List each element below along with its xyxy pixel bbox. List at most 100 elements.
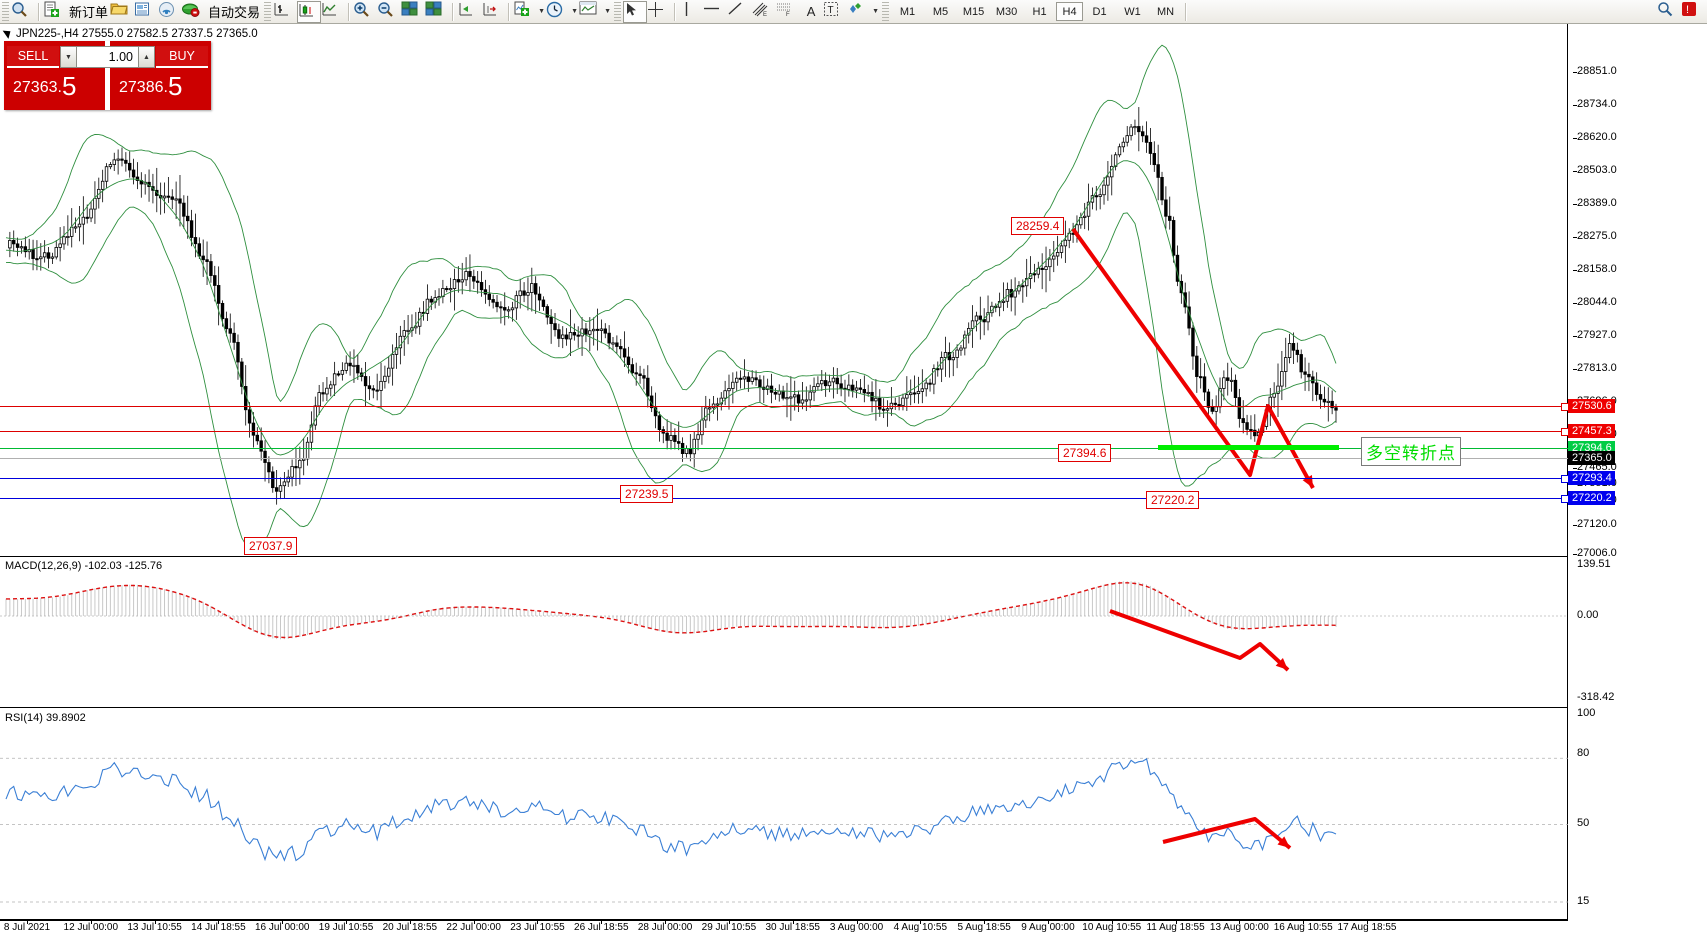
text-box-icon[interactable]: T	[823, 1, 847, 23]
period-clock-icon[interactable]	[546, 1, 570, 23]
time-tick: 26 Jul 18:55	[574, 922, 629, 933]
timeframe-group: M1 M5 M15 M30 H1 H4 D1 W1 MN	[891, 2, 1182, 21]
price-tick: 28158.0	[1573, 263, 1617, 275]
line-chart-icon[interactable]	[321, 1, 345, 23]
time-tick-mark	[1303, 920, 1305, 924]
buy-price-big: 5	[167, 71, 183, 101]
buy-price-sep: .	[163, 79, 168, 96]
toolbar-grip[interactable]	[2, 1, 9, 22]
price-level-label[interactable]: 27220.2	[1568, 491, 1615, 505]
tile-windows-2-icon[interactable]	[425, 1, 449, 23]
plot-border	[0, 24, 1568, 942]
timeframe-mn[interactable]: MN	[1156, 5, 1175, 18]
price-tick: 27927.0	[1573, 329, 1617, 341]
volume-decrease-icon[interactable]: ▼	[60, 46, 77, 68]
period-dropdown-arrow-icon[interactable]: ▼	[571, 8, 578, 15]
price-level-label[interactable]: 27293.4	[1568, 471, 1615, 485]
time-tick-mark	[282, 920, 284, 924]
one-click-trading-panel[interactable]: SELL ▼ 1.00 ▲ BUY 27363.5 27386.5	[4, 41, 211, 110]
macd-pane[interactable]: MACD(12,26,9) -102.03 -125.76	[0, 558, 1568, 708]
timeframe-m30[interactable]: M30	[995, 5, 1018, 18]
news-icon[interactable]	[134, 1, 158, 23]
templates-dropdown-arrow-icon[interactable]: ▼	[604, 8, 611, 15]
zoom-tool-icon[interactable]	[11, 1, 35, 23]
time-tick-mark	[920, 920, 922, 924]
toolbar-grip-4[interactable]	[882, 1, 890, 22]
chart-container[interactable]: JPN225-,H4 27555.0 27582.5 27337.5 27365…	[0, 24, 1707, 942]
time-tick: 5 Aug 18:55	[957, 922, 1011, 933]
price-tick: 28044.0	[1573, 296, 1617, 308]
toolbar-grip-3[interactable]	[614, 1, 622, 22]
volume-increase-icon[interactable]: ▲	[138, 46, 155, 68]
timeframe-d1[interactable]: D1	[1092, 5, 1107, 18]
add-indicator-icon[interactable]	[513, 1, 537, 23]
autotrading-icon[interactable]	[182, 1, 206, 23]
sell-button[interactable]: SELL	[7, 46, 59, 68]
time-tick: 16 Jul 00:00	[254, 922, 310, 933]
text-label-icon[interactable]: A	[806, 4, 816, 19]
cursor-icon[interactable]	[623, 0, 648, 23]
templates-icon[interactable]	[579, 1, 603, 23]
equidistant-channel-icon[interactable]: E	[751, 1, 775, 23]
sell-price-int: 27363	[13, 79, 58, 96]
autotrading-label[interactable]: 自动交易	[208, 5, 261, 20]
crosshair-icon[interactable]	[647, 1, 671, 23]
price-tick: 27813.0	[1573, 362, 1617, 374]
timeframe-h4[interactable]: H4	[1056, 2, 1084, 21]
timeframe-m5[interactable]: M5	[932, 5, 949, 18]
svg-text:F: F	[786, 12, 790, 18]
trendline-icon[interactable]	[727, 1, 751, 23]
price-level-label[interactable]: 27530.6	[1568, 399, 1615, 413]
folder-icon[interactable]	[110, 1, 134, 23]
price-tick: 28620.0	[1573, 131, 1617, 143]
zoom-in-icon[interactable]	[353, 1, 377, 23]
help-icon[interactable]: !	[1681, 1, 1705, 23]
shapes-dropdown-arrow-icon[interactable]: ▼	[872, 8, 879, 15]
macd-tick: 139.51	[1577, 558, 1611, 570]
vertical-line-icon[interactable]	[679, 1, 703, 23]
time-tick: 23 Jul 10:55	[510, 922, 565, 933]
new-order-label[interactable]: 新订单	[69, 5, 109, 20]
horizontal-line-icon[interactable]	[703, 1, 727, 23]
time-tick: 8 Jul 2021	[3, 922, 51, 933]
volume-input[interactable]: 1.00	[77, 46, 138, 68]
price-pane[interactable]	[0, 24, 1568, 557]
price-scale[interactable]: 28851.0 28734.0 28620.0 28503.0 28389.0 28275…	[1568, 24, 1707, 942]
candlestick-chart-icon[interactable]	[297, 0, 322, 23]
price-level-label[interactable]: 27365.0	[1568, 451, 1615, 465]
fibonacci-icon[interactable]: F	[775, 1, 799, 23]
chart-shift-icon[interactable]	[457, 1, 481, 23]
timeframe-h1[interactable]: H1	[1032, 5, 1047, 18]
sell-price: 27363.5	[13, 68, 76, 101]
time-tick-mark	[1367, 920, 1368, 924]
auto-scroll-icon[interactable]	[481, 1, 505, 23]
tile-windows-icon[interactable]	[401, 1, 425, 23]
rsi-pane[interactable]: RSI(14) 39.8902	[0, 710, 1568, 920]
time-tick-mark	[792, 920, 794, 924]
time-tick-mark	[601, 920, 603, 924]
time-tick: 13 Aug 00:00	[1209, 922, 1269, 933]
price-level-label[interactable]: 27457.3	[1568, 424, 1615, 438]
time-tick-mark	[665, 920, 667, 924]
search-icon[interactable]	[1657, 1, 1681, 23]
timeframe-w1[interactable]: W1	[1124, 5, 1141, 18]
time-tick: 12 Jul 00:00	[63, 922, 119, 933]
toolbar-grip-2[interactable]	[264, 1, 272, 22]
time-scale[interactable]: 8 Jul 2021 12 Jul 00:00 13 Jul 10:55 14 Jul…	[0, 920, 1568, 942]
timeframe-m1[interactable]: M1	[899, 5, 916, 18]
zoom-out-icon[interactable]	[377, 1, 401, 23]
volume-stepper[interactable]: ▼ 1.00 ▲	[60, 46, 155, 68]
time-tick: 4 Aug 10:55	[893, 922, 948, 933]
signals-icon[interactable]	[158, 1, 182, 23]
buy-button[interactable]: BUY	[156, 46, 208, 68]
bar-chart-icon[interactable]	[273, 1, 297, 23]
price-tick: 28275.0	[1573, 230, 1617, 242]
time-tick-mark	[90, 920, 92, 924]
timeframe-m15[interactable]: M15	[962, 5, 985, 18]
indicator-dropdown-arrow-icon[interactable]: ▼	[538, 8, 545, 15]
rsi-tick: 15	[1577, 895, 1590, 907]
shapes-icon[interactable]	[847, 1, 871, 23]
buy-price-int: 27386	[119, 79, 164, 96]
time-tick: 28 Jul 00:00	[637, 922, 693, 933]
new-order-icon[interactable]	[43, 1, 67, 23]
